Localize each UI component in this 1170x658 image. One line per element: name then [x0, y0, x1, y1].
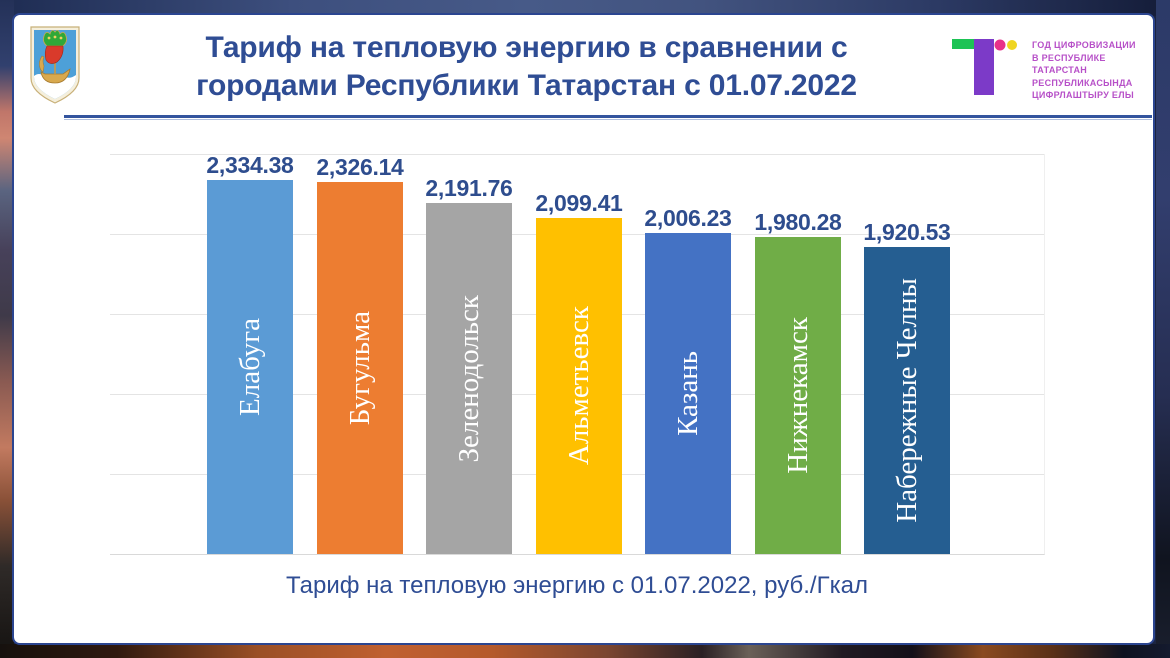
bar-value-label: 2,334.38	[206, 152, 294, 178]
bar-category-label: Бугульма	[343, 310, 376, 426]
background-photo-bottom	[0, 644, 1170, 658]
slide-card: Тариф на тепловую энергию в сравнении с …	[12, 13, 1155, 645]
page-title-line1: Тариф на тепловую энергию в сравнении с	[205, 31, 848, 64]
bar: Елабуга	[207, 180, 293, 554]
bar: Альметьевск	[536, 218, 622, 554]
bar: Казань	[645, 233, 731, 554]
bar-category-label: Набережные Челны	[890, 278, 923, 523]
title-underline	[64, 115, 1152, 118]
coat-of-arms-icon	[30, 26, 80, 104]
background-photo-top	[0, 0, 1170, 16]
bar: Бугульма	[317, 182, 403, 554]
page-title-line2: городами Республики Татарстан с 01.07.20…	[196, 69, 857, 102]
background-photo-left	[0, 0, 14, 658]
bar-category-label: Нижнекамск	[781, 317, 814, 474]
bar-category-label: Альметьевск	[562, 306, 595, 466]
digitalization-year-logo-text: ГОД ЦИФРОВИЗАЦИИ В РЕСПУБЛИКЕ ТАТАРСТАН …	[1032, 39, 1162, 102]
bar-value-label: 2,191.76	[425, 175, 513, 201]
t-logo-icon	[952, 39, 1017, 95]
bar-value-label: 2,099.41	[535, 190, 623, 216]
background-photo-right	[1156, 0, 1170, 658]
logo-text-line: РЕСПУБЛИКАСЫНДА	[1032, 77, 1133, 88]
logo-text-line: ТАТАРСТАН	[1032, 65, 1088, 76]
bar-value-label: 1,920.53	[863, 219, 951, 245]
gridline	[110, 154, 1044, 155]
logo-text-line: ЦИФРЛАШТЫРУ ЕЛЫ	[1032, 90, 1134, 101]
bar-value-label: 2,006.23	[644, 205, 732, 231]
bar: Зеленодольск	[426, 203, 512, 554]
page-title: Тариф на тепловую энергию в сравнении с …	[99, 29, 954, 105]
plot-area: Елабуга 2,334.38 Бугульма 2,326.14 Зеленодол…	[110, 152, 1045, 555]
bar: Набережные Челны	[864, 247, 950, 554]
bar: Нижнекамск	[755, 237, 841, 554]
bar-category-label: Елабуга	[233, 318, 266, 416]
bar-category-label: Зеленодольск	[452, 294, 485, 463]
logo-text-line: ГОД ЦИФРОВИЗАЦИИ	[1032, 40, 1136, 50]
logo-text-line: В РЕСПУБЛИКЕ	[1032, 52, 1106, 63]
bar-category-label: Казань	[671, 351, 704, 436]
bar-value-label: 2,326.14	[316, 154, 404, 180]
x-axis-title: Тариф на тепловую энергию с 01.07.2022, …	[286, 572, 868, 599]
bar-value-label: 1,980.28	[754, 209, 842, 235]
title-underline-shadow	[64, 119, 1152, 120]
